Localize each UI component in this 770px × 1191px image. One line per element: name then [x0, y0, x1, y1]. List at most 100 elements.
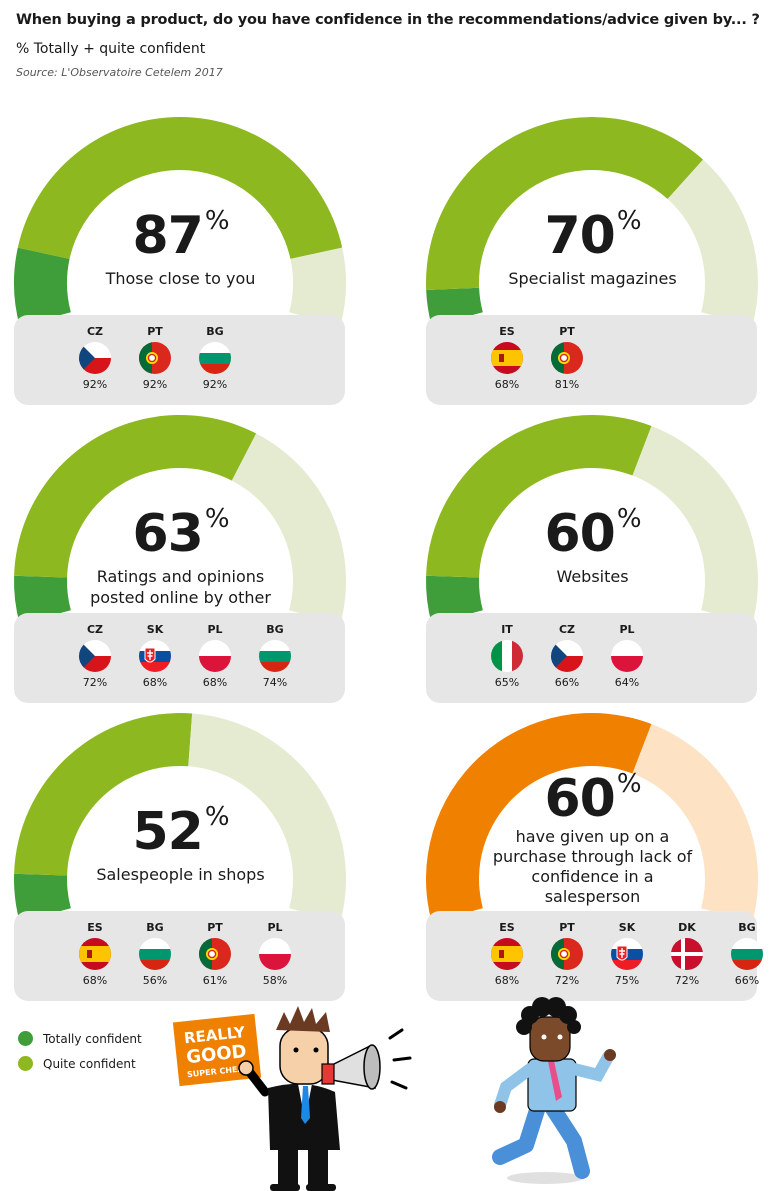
- country-code: ES: [87, 921, 103, 934]
- country-item-dk: DK 72%: [662, 920, 712, 987]
- country-code: PL: [207, 623, 223, 636]
- country-item-pt: PT 92%: [130, 324, 180, 391]
- gauge-label: Websites: [556, 567, 629, 586]
- country-item-es: ES 68%: [482, 920, 532, 987]
- country-item-pt: PT 61%: [190, 920, 240, 987]
- country-code: PT: [207, 921, 223, 934]
- gauge-label: have given up on a purchase through lack…: [492, 827, 693, 906]
- flag-pt-icon: [199, 938, 231, 970]
- country-flag-box: CZ 92% PT 92% BG 92%: [14, 315, 345, 405]
- legend-label: Totally confident: [43, 1031, 142, 1046]
- gauge-chart: [13, 414, 346, 624]
- flag-pt-icon: [551, 938, 583, 970]
- country-value: 92%: [202, 378, 228, 391]
- gauge-segment-quite-confident: [14, 414, 257, 578]
- country-code: BG: [266, 623, 284, 636]
- gauge-segment-totally-confident: [13, 575, 71, 624]
- flag-bg-icon: [731, 938, 763, 970]
- flag-es-icon: [491, 342, 523, 374]
- country-item-pl: PL 64%: [602, 622, 652, 689]
- flag-bg-icon: [259, 640, 291, 672]
- gauge-segment-quite-confident: [426, 117, 704, 290]
- legend-item-quite: Quite confident: [18, 1051, 142, 1076]
- gauge-chart: [425, 415, 758, 624]
- gauge-value: 60%: [544, 504, 641, 564]
- country-code: PT: [559, 921, 575, 934]
- country-value: 92%: [142, 378, 168, 391]
- legend-item-totally: Totally confident: [18, 1026, 142, 1051]
- country-item-bg: BG 56%: [130, 920, 180, 987]
- country-item-pt: PT 81%: [542, 324, 592, 391]
- gauge-segment-remainder: [667, 159, 758, 326]
- gauge-segment-quite-confident: [17, 117, 343, 259]
- flag-dk-icon: [671, 938, 703, 970]
- gauge-segment-quite-confident: [426, 415, 652, 578]
- flag-cz-icon: [79, 640, 111, 672]
- gauge-segment-totally-confident: [425, 575, 483, 624]
- flag-pl-icon: [259, 938, 291, 970]
- gauge-segment-value: [426, 713, 652, 922]
- country-code: PT: [559, 325, 575, 338]
- country-code: BG: [206, 325, 224, 338]
- flag-pl-icon: [611, 640, 643, 672]
- gauge-segment-remainder: [632, 724, 758, 922]
- country-code: DK: [678, 921, 696, 934]
- flag-it-icon: [491, 640, 523, 672]
- flag-pt-icon: [551, 342, 583, 374]
- country-code: PL: [267, 921, 283, 934]
- gauge-value: 52%: [132, 802, 229, 862]
- country-value: 68%: [142, 676, 168, 689]
- flag-pt-icon: [139, 342, 171, 374]
- gauge-label: Those close to you: [105, 269, 256, 288]
- country-item-cz: CZ 66%: [542, 622, 592, 689]
- country-value: 68%: [494, 974, 520, 987]
- chart-title: When buying a product, do you have confi…: [16, 12, 760, 28]
- flag-bg-icon: [199, 342, 231, 374]
- country-item-bg: BG 66%: [722, 920, 770, 987]
- country-value: 72%: [674, 974, 700, 987]
- country-item-pl: PL 68%: [190, 622, 240, 689]
- country-item-bg: BG 74%: [250, 622, 300, 689]
- flag-cz-icon: [551, 640, 583, 672]
- flag-bg-icon: [139, 938, 171, 970]
- country-value: 81%: [554, 378, 580, 391]
- gauge-segment-quite-confident: [14, 713, 193, 876]
- country-flag-box: CZ 72% SK 68% PL 68% BG 74%: [14, 613, 345, 703]
- country-code: BG: [738, 921, 756, 934]
- country-value: 92%: [82, 378, 108, 391]
- gauge-segment-totally-confident: [14, 247, 71, 326]
- chart-subtitle: % Totally + quite confident: [16, 41, 206, 57]
- country-item-pl: PL 58%: [250, 920, 300, 987]
- country-code: ES: [499, 921, 515, 934]
- legend-label: Quite confident: [43, 1056, 136, 1071]
- country-item-cz: CZ 92%: [70, 324, 120, 391]
- country-item-sk: SK 75%: [602, 920, 652, 987]
- country-value: 68%: [82, 974, 108, 987]
- country-value: 66%: [554, 676, 580, 689]
- running-man-illustration: [492, 997, 616, 1184]
- country-code: CZ: [86, 623, 104, 636]
- gauge-label: Salespeople in shops: [96, 865, 265, 884]
- country-code: IT: [501, 623, 513, 636]
- legend-swatch: [18, 1031, 33, 1046]
- gauge-value: 70%: [544, 206, 641, 266]
- country-value: 68%: [202, 676, 228, 689]
- country-value: 72%: [82, 676, 108, 689]
- country-item-it: IT 65%: [482, 622, 532, 689]
- salesman-illustration: REALLY GOOD SUPER CHEAP: [172, 1006, 412, 1191]
- country-flag-box: ES 68% PT 72% SK 75% DK 72% BG 66%: [426, 911, 763, 1001]
- flag-pl-icon: [199, 640, 231, 672]
- country-value: 61%: [202, 974, 228, 987]
- source-note: Source: L'Observatoire Cetelem 2017: [16, 66, 223, 79]
- gauge-chart: [13, 713, 346, 922]
- country-item-pt: PT 72%: [542, 920, 592, 987]
- country-code: SK: [146, 623, 164, 636]
- gauge-segment-remainder: [188, 713, 346, 922]
- flag-es-icon: [79, 938, 111, 970]
- gauge-segment-remainder: [231, 433, 346, 624]
- country-value: 68%: [494, 378, 520, 391]
- country-value: 75%: [614, 974, 640, 987]
- country-value: 65%: [494, 676, 520, 689]
- country-value: 58%: [262, 974, 288, 987]
- country-item-cz: CZ 72%: [70, 622, 120, 689]
